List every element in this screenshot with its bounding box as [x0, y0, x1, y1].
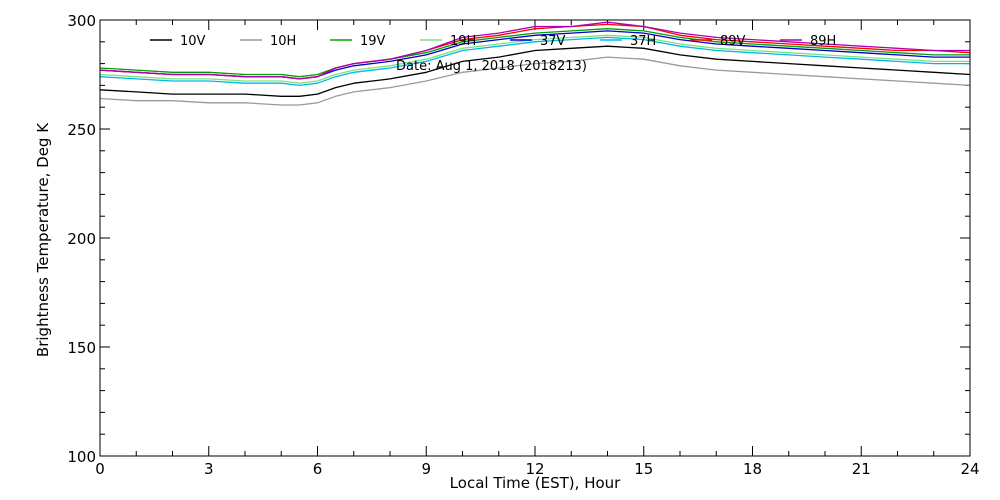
x-tick-label: 0	[95, 460, 105, 478]
series-line-89h	[99, 21, 970, 80]
legend-label: 10V	[180, 34, 206, 49]
series-lines	[99, 21, 971, 106]
series-line-19h	[99, 34, 970, 84]
x-tick-label: 6	[313, 460, 323, 478]
y-tick-label: 250	[67, 121, 96, 139]
x-axis-title: Local Time (EST), Hour	[450, 474, 621, 492]
x-tick-label: 12	[525, 460, 544, 478]
x-tick-label: 18	[743, 460, 762, 478]
x-tick-label: 3	[204, 460, 214, 478]
legend-label: 89H	[810, 34, 836, 49]
legend-label: 37H	[630, 34, 656, 49]
x-tick-label: 24	[960, 460, 979, 478]
x-axis-ticks: 0 3 6 9 12 15 18 21 24	[95, 20, 980, 478]
legend-label: 37V	[540, 34, 566, 49]
series-line-10h	[99, 56, 971, 106]
x-tick-label: 9	[421, 460, 431, 478]
legend-label: 89V	[720, 34, 746, 49]
x-tick-label: 21	[852, 460, 871, 478]
series-line-10v	[99, 45, 971, 97]
date-annotation: Date: Aug 1, 2018 (2018213)	[396, 59, 587, 74]
y-tick-label: 100	[67, 448, 96, 466]
y-tick-label: 300	[67, 12, 96, 30]
y-tick-label: 200	[67, 230, 96, 248]
plot-frame	[99, 19, 971, 457]
x-tick-label: 15	[634, 460, 653, 478]
series-line-19v	[99, 28, 970, 78]
y-tick-label: 150	[67, 339, 96, 357]
y-axis-title: Brightness Temperature, Deg K	[34, 122, 52, 357]
series-line-37h	[99, 36, 970, 87]
legend-label: 10H	[270, 34, 296, 49]
legend-label: 19V	[360, 34, 386, 49]
y-axis-ticks: 100 150 200 250 300	[67, 12, 970, 466]
legend-label: 19H	[450, 34, 476, 49]
legend: 10V 10H 19V 19H 37V 37H 89V 89H	[150, 34, 836, 49]
